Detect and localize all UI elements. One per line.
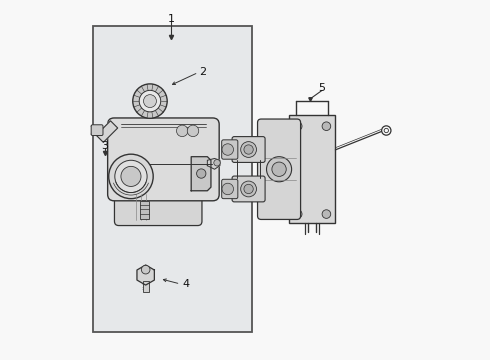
Circle shape xyxy=(187,125,199,136)
Bar xyxy=(140,201,149,219)
Polygon shape xyxy=(137,265,154,285)
Circle shape xyxy=(109,154,153,199)
FancyBboxPatch shape xyxy=(221,179,238,199)
Circle shape xyxy=(144,95,156,108)
Circle shape xyxy=(139,90,161,112)
Circle shape xyxy=(294,122,302,131)
FancyBboxPatch shape xyxy=(108,118,219,201)
FancyBboxPatch shape xyxy=(91,125,103,135)
FancyBboxPatch shape xyxy=(221,140,238,159)
FancyBboxPatch shape xyxy=(115,172,202,226)
Polygon shape xyxy=(191,157,211,191)
Circle shape xyxy=(267,157,292,182)
FancyBboxPatch shape xyxy=(258,119,300,220)
Circle shape xyxy=(294,210,302,219)
Text: 3: 3 xyxy=(101,141,109,151)
Circle shape xyxy=(222,183,234,195)
Bar xyxy=(289,116,335,223)
Circle shape xyxy=(241,181,256,197)
Circle shape xyxy=(176,125,188,136)
Circle shape xyxy=(244,184,253,194)
Circle shape xyxy=(272,162,286,176)
Circle shape xyxy=(115,160,147,193)
Circle shape xyxy=(222,144,234,155)
Circle shape xyxy=(241,141,256,157)
Circle shape xyxy=(244,145,253,154)
Circle shape xyxy=(121,166,141,186)
Circle shape xyxy=(322,210,331,219)
Circle shape xyxy=(214,159,220,166)
Polygon shape xyxy=(207,158,220,169)
Bar xyxy=(143,282,148,292)
FancyBboxPatch shape xyxy=(232,176,265,202)
Text: 5: 5 xyxy=(318,83,325,93)
Circle shape xyxy=(322,122,331,131)
FancyBboxPatch shape xyxy=(232,136,265,162)
Text: 1: 1 xyxy=(168,14,175,24)
Circle shape xyxy=(133,84,167,118)
Polygon shape xyxy=(96,121,118,142)
Circle shape xyxy=(196,169,206,178)
Circle shape xyxy=(141,265,150,274)
Bar xyxy=(93,26,252,332)
Text: 2: 2 xyxy=(199,67,206,77)
Text: 4: 4 xyxy=(182,279,190,289)
